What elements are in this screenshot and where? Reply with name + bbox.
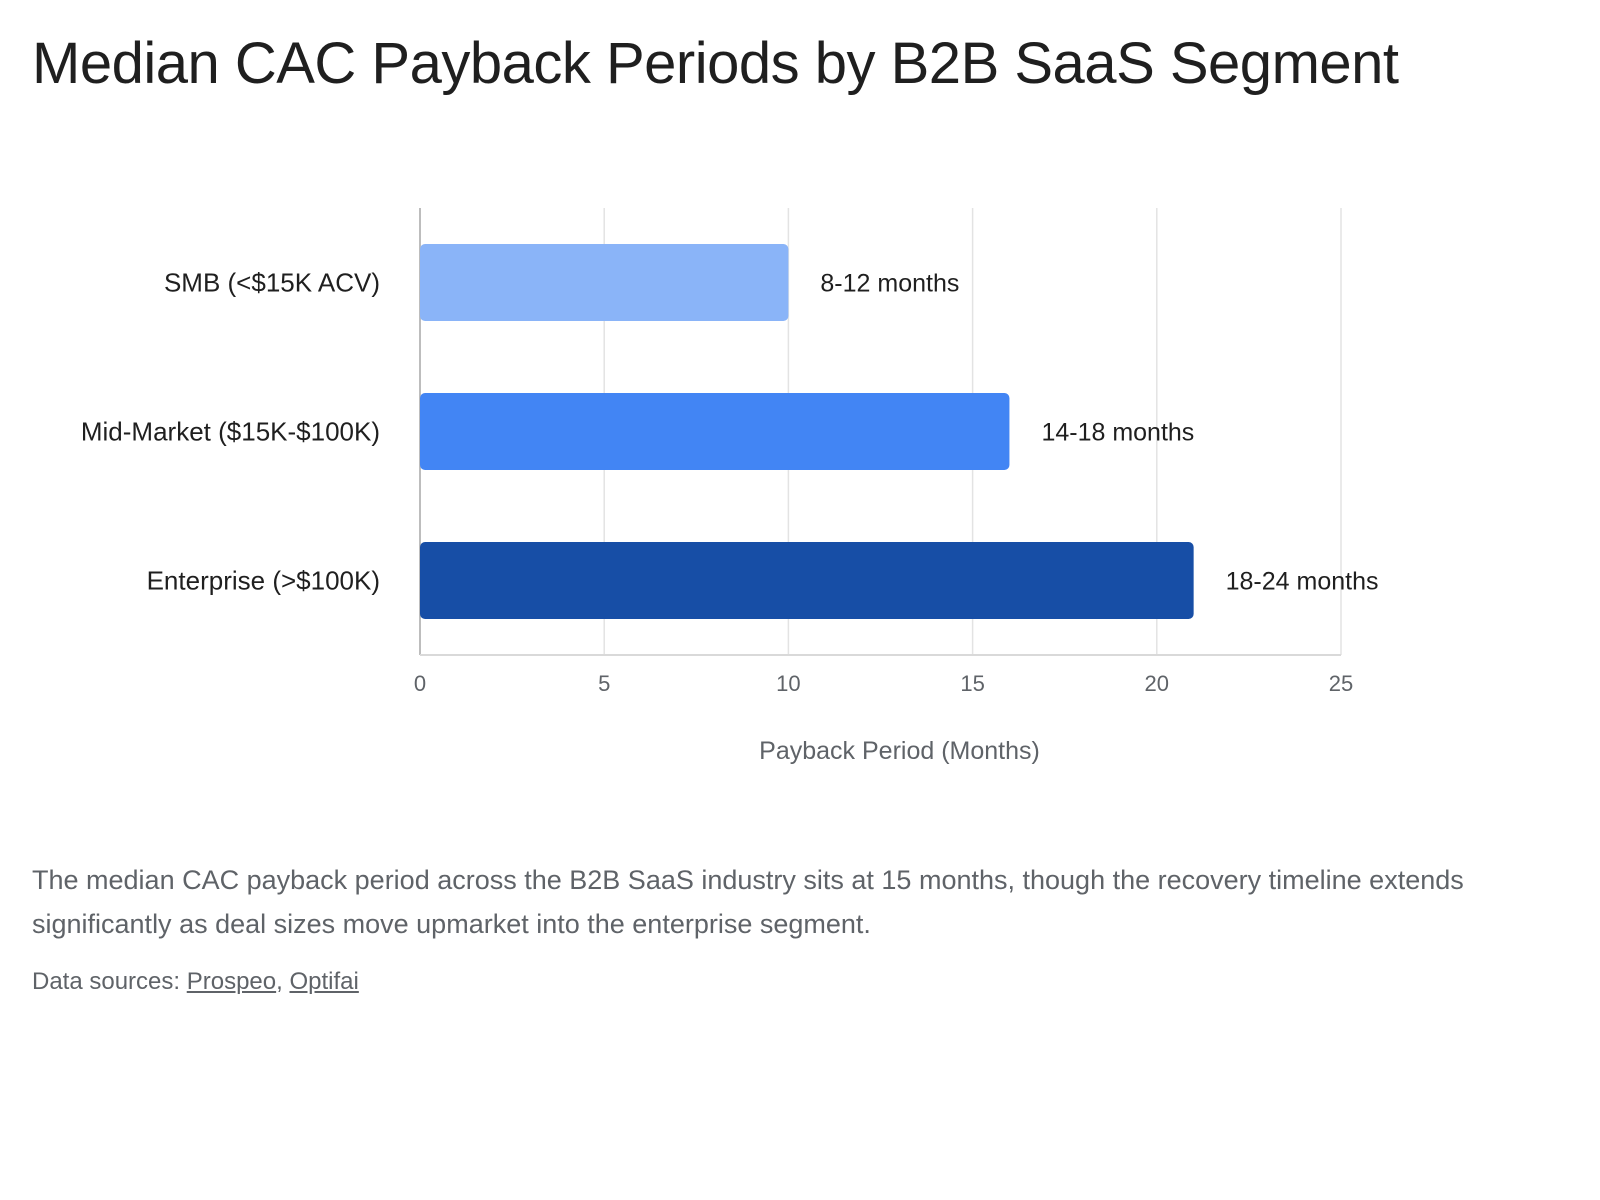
x-tick-label-20: 20 bbox=[1145, 671, 1169, 696]
source-link-optifai[interactable]: Optifai bbox=[289, 968, 359, 995]
sources-separator: , bbox=[276, 968, 290, 995]
x-tick-label-0: 0 bbox=[414, 671, 426, 696]
sources-prefix: Data sources: bbox=[32, 968, 187, 995]
data-label-2: 14-18 months bbox=[1041, 419, 1194, 447]
category-label-2: Mid-Market ($15K-$100K) bbox=[81, 417, 380, 447]
x-tick-label-10: 10 bbox=[776, 671, 800, 696]
bar-1[interactable] bbox=[420, 244, 789, 321]
category-label-1: SMB (<$15K ACV) bbox=[164, 268, 380, 298]
x-tick-label-15: 15 bbox=[960, 671, 984, 696]
data-label-1: 8-12 months bbox=[820, 270, 959, 298]
source-link-prospeo[interactable]: Prospeo bbox=[186, 968, 277, 995]
category-label-3: Enterprise (>$100K) bbox=[147, 566, 380, 596]
bar-2[interactable] bbox=[420, 393, 1010, 470]
bar-chart: 0 5 10 15 20 25 SMB (<$15K ACV) 8-12 months Mid-… bbox=[81, 208, 1379, 765]
chart-title: Median CAC Payback Periods by B2B SaaS S… bbox=[32, 31, 1399, 96]
data-label-3: 18-24 months bbox=[1226, 568, 1379, 596]
x-axis-title: Payback Period (Months) bbox=[759, 737, 1040, 765]
bars bbox=[420, 244, 1194, 619]
chart-description: The median CAC payback period across the… bbox=[32, 865, 1464, 939]
x-tick-label-5: 5 bbox=[598, 671, 610, 696]
data-sources: Data sources: Prospeo, Optifai bbox=[32, 968, 359, 996]
x-tick-label-25: 25 bbox=[1329, 671, 1353, 696]
labels: 0 5 10 15 20 25 SMB (<$15K ACV) 8-12 months Mid-… bbox=[81, 268, 1379, 697]
bar-3[interactable] bbox=[420, 542, 1194, 619]
